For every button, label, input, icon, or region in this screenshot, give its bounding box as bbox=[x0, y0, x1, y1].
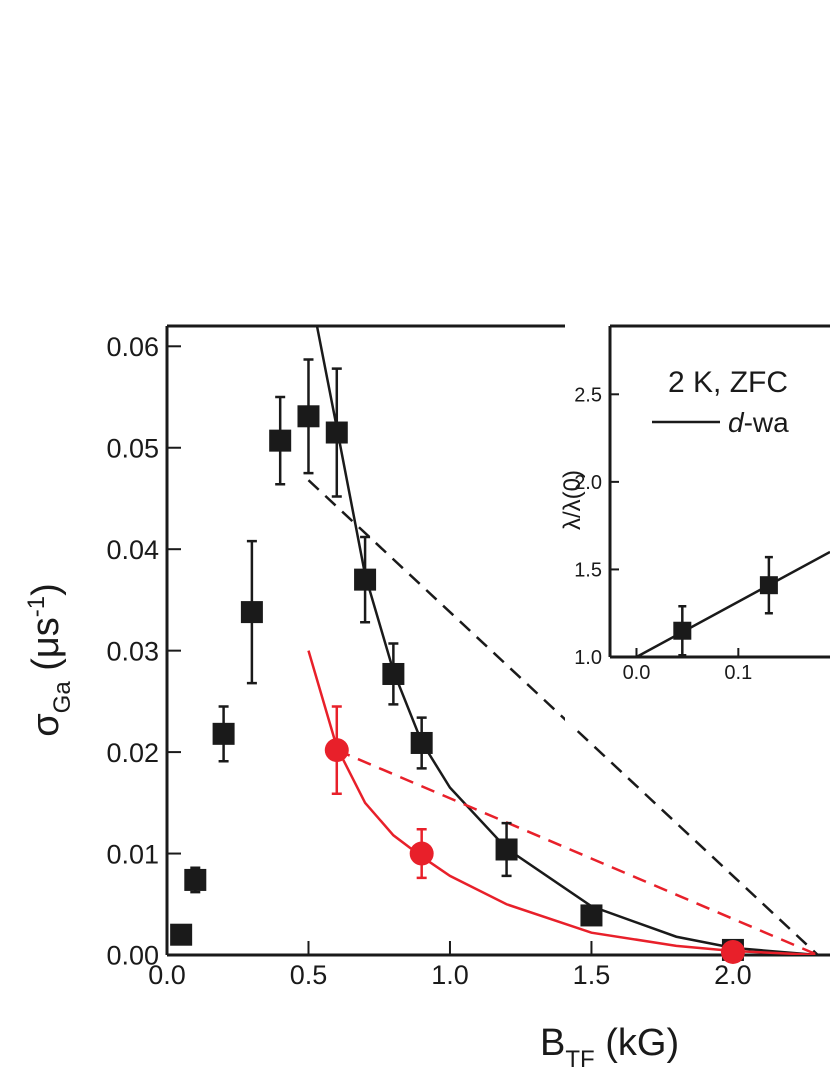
legend-rest: -wa bbox=[744, 407, 790, 438]
y-tick-label: 0.02 bbox=[106, 738, 159, 768]
data-point bbox=[184, 868, 207, 891]
data-point bbox=[240, 601, 263, 624]
data-point bbox=[354, 568, 377, 591]
y-tick-label: 0.06 bbox=[106, 332, 159, 362]
data-point bbox=[759, 576, 778, 595]
y-label-sub: Ga bbox=[49, 681, 76, 714]
data-point bbox=[297, 405, 320, 428]
data-point bbox=[212, 722, 235, 745]
x-label-sub: TF bbox=[565, 1046, 594, 1073]
x-axis-label: BTF (kG) bbox=[540, 1022, 679, 1073]
data-point bbox=[673, 621, 692, 640]
data-point bbox=[324, 738, 349, 763]
data-point bbox=[170, 923, 193, 946]
chart-0: 0.0 0.5 1.0 1.5 2.0 0.00 0.01 0.02 0.03 0.04 0.05 0… bbox=[23, 324, 830, 1073]
data-point bbox=[325, 421, 348, 444]
x-tick-label: 0.1 bbox=[724, 662, 752, 684]
legend-italic: d bbox=[728, 407, 745, 438]
data-point bbox=[269, 429, 292, 452]
y-tick-label: 0.01 bbox=[106, 839, 159, 869]
y-label-sup: -1 bbox=[23, 596, 50, 617]
y-label-main: σ bbox=[25, 713, 67, 736]
y-tick-label: 0.05 bbox=[106, 433, 159, 463]
annotation: 2 K, ZFC bbox=[668, 366, 788, 399]
x-tick-label: 0.0 bbox=[148, 960, 186, 990]
x-tick-label: 1.5 bbox=[573, 960, 611, 990]
y-axis-label: λ/λ(0) bbox=[559, 470, 586, 530]
data-point bbox=[720, 939, 745, 964]
x-tick-label: 1.0 bbox=[431, 960, 469, 990]
y-axis-label: σGa (μs-1) bbox=[23, 583, 76, 737]
y-label-rest: (μs bbox=[25, 617, 67, 681]
y-tick-label: 2.0 bbox=[574, 472, 602, 494]
data-point bbox=[580, 904, 603, 927]
y-tick-label: 0.00 bbox=[106, 941, 159, 971]
data-point bbox=[382, 662, 405, 685]
x-tick-label: 2.0 bbox=[714, 960, 752, 990]
data-point bbox=[410, 731, 433, 754]
data-point bbox=[495, 838, 518, 861]
fit-line bbox=[336, 748, 819, 955]
y-tick-label: 1.0 bbox=[574, 647, 602, 669]
x-label-rest: (kG) bbox=[595, 1022, 679, 1064]
fit-line bbox=[315, 326, 818, 955]
y-tick-label: 0.03 bbox=[106, 636, 159, 666]
fit-line bbox=[307, 650, 818, 955]
fit-line bbox=[307, 479, 819, 955]
y-tick-label: 2.5 bbox=[574, 385, 602, 407]
x-tick-label: 0.5 bbox=[290, 960, 328, 990]
fit-line bbox=[635, 550, 830, 657]
legend-label: d-wa bbox=[728, 407, 789, 438]
y-tick-label: 0.04 bbox=[106, 535, 159, 565]
y-label-end: ) bbox=[25, 583, 67, 596]
x-tick-label: 0.0 bbox=[623, 662, 651, 684]
data-point bbox=[409, 841, 434, 866]
y-tick-label: 1.5 bbox=[574, 560, 602, 582]
chart-1: 0.0 0.1 1.0 1.5 2.0 2.5 d-wa λ/λ(0) 2 K, ZFC bbox=[559, 324, 830, 726]
x-label-main: B bbox=[540, 1022, 565, 1064]
